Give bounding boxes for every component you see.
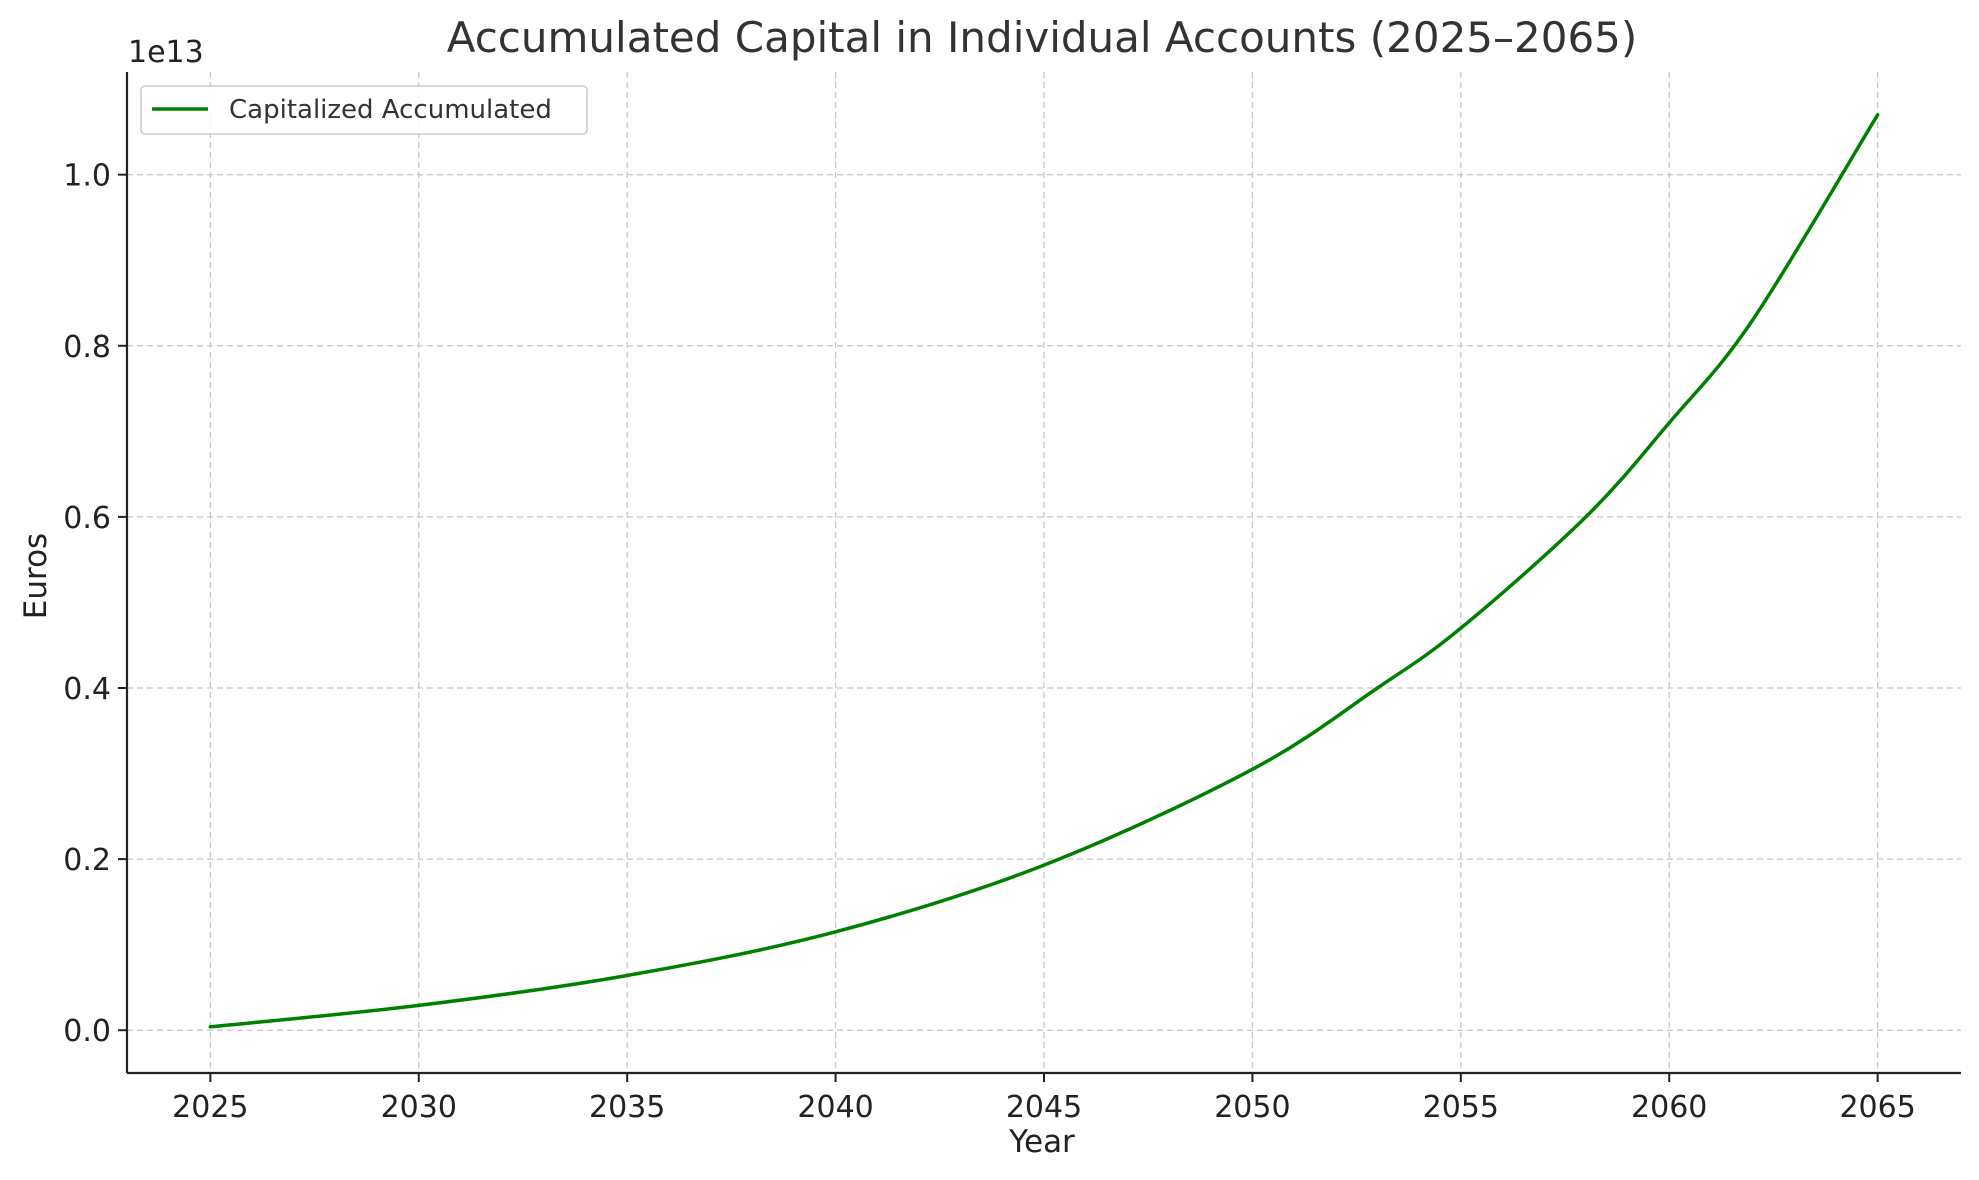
x-axis-ticks: 2025 2030 2035 2040 2045 2050 2055 2060 2065 <box>172 1073 1916 1125</box>
x-tick-label-2025: 2025 <box>172 1090 248 1125</box>
y-tick-label-5: 1.0 <box>63 159 111 194</box>
grid-lines <box>127 72 1961 1073</box>
y-tick-label-1: 0.2 <box>63 843 111 878</box>
y-axis-label: Euros <box>18 533 54 619</box>
chart-title: Accumulated Capital in Individual Accoun… <box>447 13 1638 62</box>
x-tick-label-2040: 2040 <box>797 1090 873 1125</box>
y-axis-offset-label: 1e13 <box>128 35 204 70</box>
x-tick-label-2050: 2050 <box>1214 1090 1290 1125</box>
legend-box <box>140 85 588 135</box>
series-line-capitalized-accumulated <box>208 113 1880 1029</box>
x-tick-label-2045: 2045 <box>1006 1090 1082 1125</box>
y-axis-ticks: 0.0 0.2 0.4 0.6 0.8 1.0 <box>63 159 127 1049</box>
x-tick-label-2055: 2055 <box>1423 1090 1499 1125</box>
legend-label-capitalized-accumulated: Capitalized Accumulated <box>229 95 552 125</box>
legend: Capitalized Accumulated <box>140 85 588 135</box>
series-layer <box>208 113 1880 1029</box>
y-tick-label-3: 0.6 <box>63 501 111 536</box>
y-tick-label-4: 0.8 <box>63 330 111 365</box>
x-tick-label-2035: 2035 <box>589 1090 665 1125</box>
x-tick-label-2065: 2065 <box>1839 1090 1915 1125</box>
x-tick-label-2030: 2030 <box>381 1090 457 1125</box>
x-tick-label-2060: 2060 <box>1631 1090 1707 1125</box>
y-tick-label-2: 0.4 <box>63 672 111 707</box>
x-axis-label: Year <box>1008 1124 1075 1160</box>
y-tick-label-0: 0.0 <box>63 1014 111 1049</box>
